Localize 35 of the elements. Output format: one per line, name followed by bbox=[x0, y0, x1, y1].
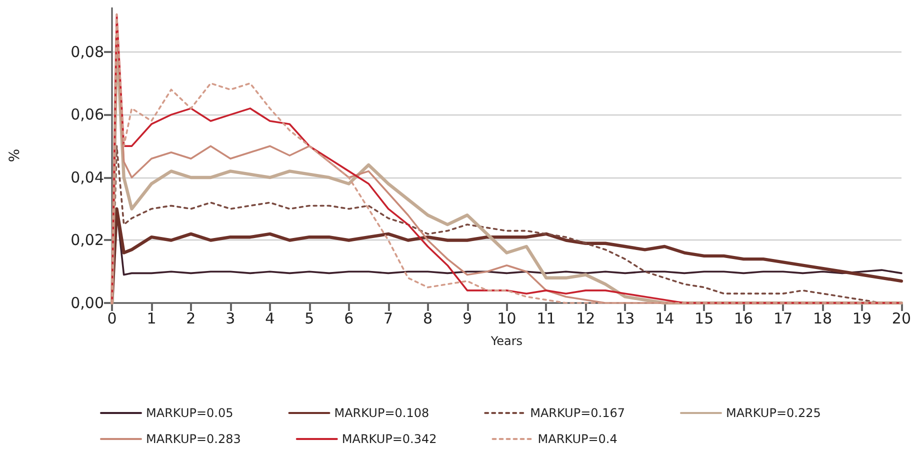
x-axis-title: Years bbox=[490, 334, 523, 348]
legend-label: MARKUP=0.283 bbox=[146, 432, 241, 446]
legend-label: MARKUP=0.342 bbox=[342, 432, 437, 446]
x-tick-label: 12 bbox=[576, 310, 596, 328]
x-tick-label: 19 bbox=[852, 310, 872, 328]
x-tick-label: 2 bbox=[186, 310, 196, 328]
y-tick-label: 0,02 bbox=[70, 231, 104, 250]
x-tick-label: 16 bbox=[734, 310, 754, 328]
x-tick-label: 9 bbox=[462, 310, 472, 328]
x-tick-label: 3 bbox=[226, 310, 236, 328]
x-tick-label: 11 bbox=[536, 310, 556, 328]
y-tick-label: 0,08 bbox=[70, 42, 104, 61]
y-axis-title: % bbox=[7, 148, 23, 162]
x-tick-label: 17 bbox=[773, 310, 793, 328]
x-tick-label: 8 bbox=[423, 310, 433, 328]
x-tick-label: 18 bbox=[812, 310, 832, 328]
x-tick-label: 1 bbox=[146, 310, 156, 328]
x-tick-label: 13 bbox=[616, 310, 635, 328]
y-tick-label: 0,06 bbox=[70, 106, 104, 124]
legend-label: MARKUP=0.4 bbox=[538, 432, 618, 446]
y-tick-label: 0,04 bbox=[70, 168, 104, 186]
legend-label: MARKUP=0.108 bbox=[334, 406, 430, 420]
x-tick-label: 14 bbox=[655, 310, 674, 328]
x-tick-label: 4 bbox=[265, 310, 275, 328]
x-tick-label: 20 bbox=[892, 310, 912, 328]
legend-label: MARKUP=0.05 bbox=[146, 406, 234, 420]
y-tick-label: 0,00 bbox=[70, 294, 104, 312]
legend-label: MARKUP=0.167 bbox=[530, 406, 625, 420]
x-tick-label: 15 bbox=[694, 310, 714, 328]
x-tick-label: 6 bbox=[344, 310, 354, 328]
x-tick-label: 5 bbox=[304, 310, 314, 328]
legend-label: MARKUP=0.225 bbox=[726, 406, 821, 420]
x-tick-label: 7 bbox=[384, 310, 394, 328]
x-tick-label: 10 bbox=[497, 310, 516, 328]
x-tick-label: 0 bbox=[107, 310, 117, 328]
